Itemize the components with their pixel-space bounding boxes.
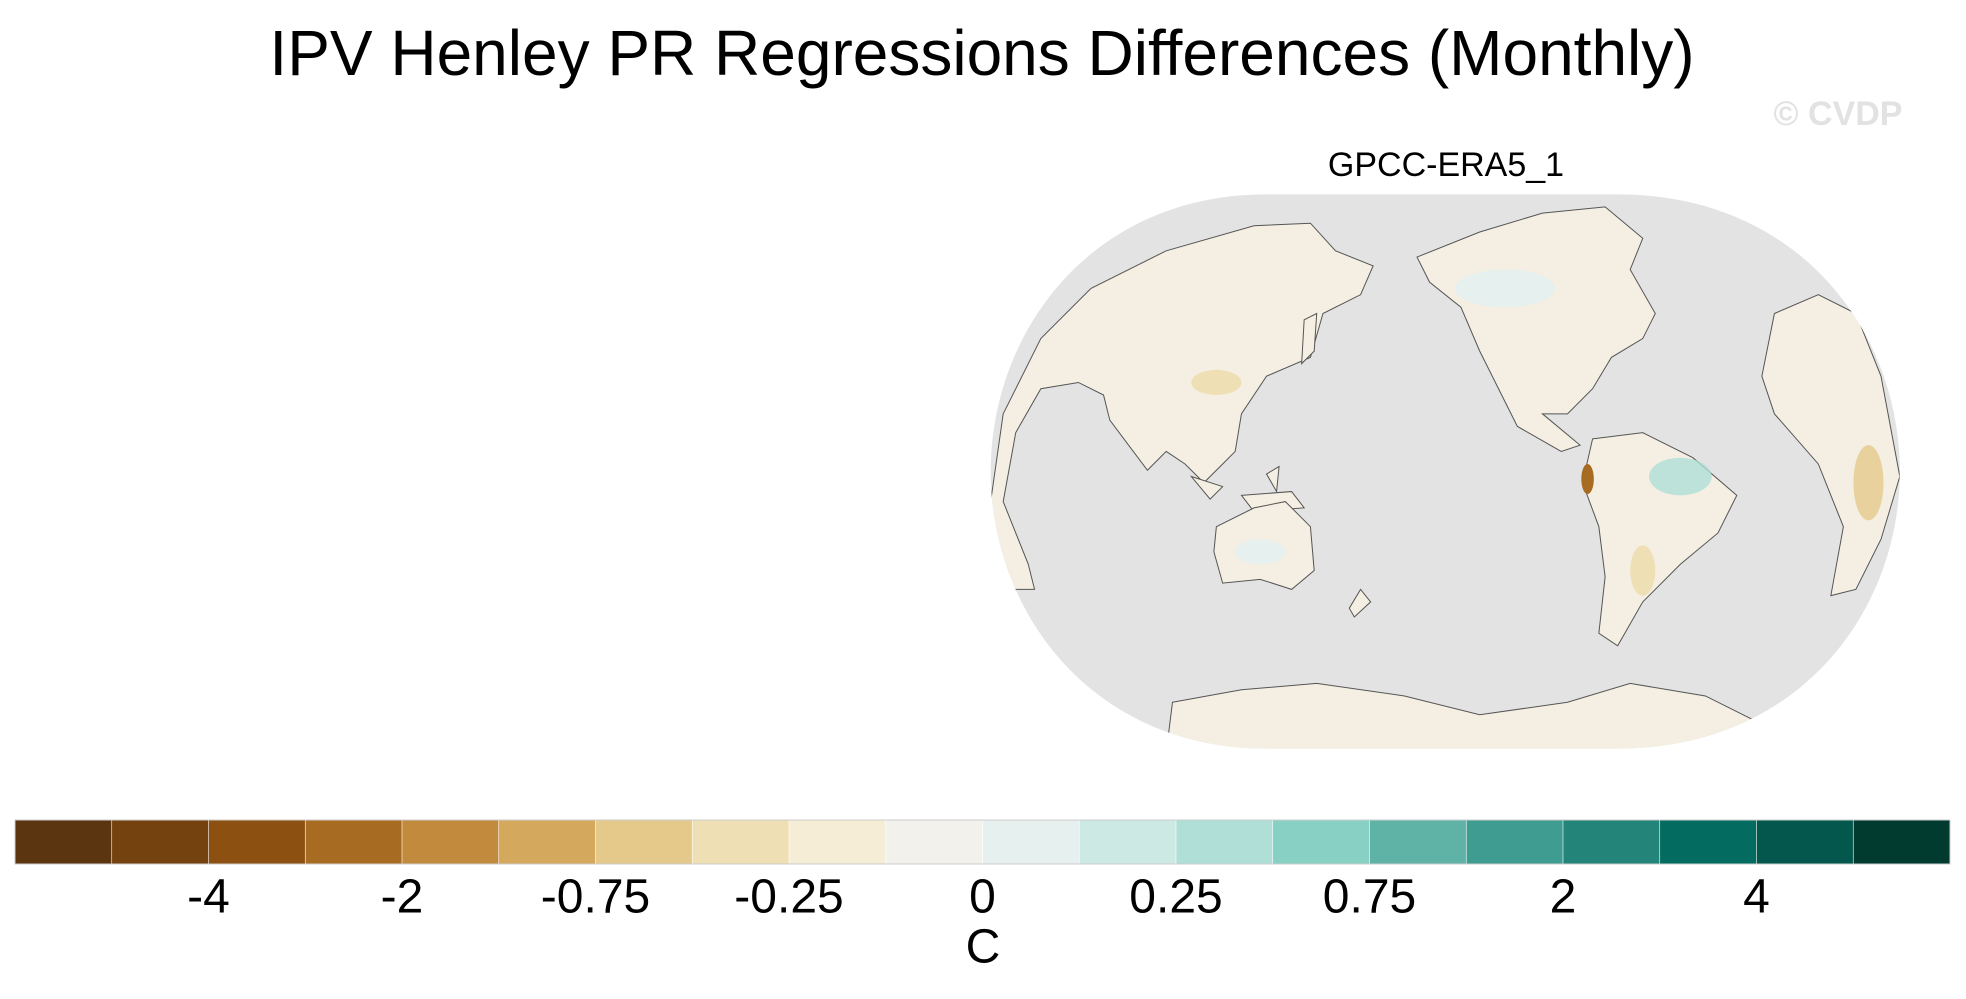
colorbar-swatch <box>1465 819 1564 865</box>
colorbar-swatch <box>498 819 597 865</box>
colorbar-swatch <box>788 819 887 865</box>
colorbar-tick-label: 4 <box>1743 871 1770 924</box>
colorbar-swatch <box>691 819 790 865</box>
colorbar-swatch <box>885 819 984 865</box>
antarctica <box>1165 682 1757 749</box>
colorbar-swatch <box>14 819 113 865</box>
colorbar-swatch <box>1659 819 1758 865</box>
colorbar-swatch <box>1175 819 1274 865</box>
colorbar-tick-label: -4 <box>187 871 230 924</box>
colorbar-label: C <box>966 921 1001 974</box>
colorbar-tick-label: -0.75 <box>541 871 650 924</box>
colorbar-tick-label: 0.25 <box>1129 871 1222 924</box>
indonesia <box>1189 465 1306 513</box>
colorbar-swatch <box>1272 819 1371 865</box>
colorbar: -4 -2 -0.75 -0.25 0 0.25 0.75 2 4 <box>14 819 1951 924</box>
new-zealand <box>1348 588 1372 618</box>
colorbar-frame <box>14 819 1951 865</box>
colorbar-swatch <box>1852 819 1951 865</box>
anomalies <box>1191 269 1884 596</box>
map <box>990 194 1900 749</box>
colorbar-swatch <box>401 819 500 865</box>
north-america <box>1416 206 1656 452</box>
colorbar-swatch <box>595 819 694 865</box>
colorbar-swatch <box>1369 819 1468 865</box>
colorbar-tick-label: 0.75 <box>1323 871 1416 924</box>
colorbar-swatch <box>304 819 403 865</box>
colorbar-swatch <box>1562 819 1661 865</box>
colorbar-swatch <box>111 819 210 865</box>
eurasia <box>990 222 1374 590</box>
watermark: © CVDP <box>1774 95 1903 133</box>
colorbar-swatch <box>208 819 307 865</box>
colorbar-tick-label: -2 <box>381 871 424 924</box>
colorbar-swatch <box>982 819 1081 865</box>
figure-title: IPV Henley PR Regressions Differences (M… <box>269 17 1694 89</box>
colorbar-swatch <box>1078 819 1177 865</box>
japan <box>1301 312 1318 365</box>
colorbar-tick-label: 2 <box>1550 871 1577 924</box>
colorbar-swatch <box>1756 819 1855 865</box>
colorbar-tick-label: -0.25 <box>734 871 843 924</box>
colorbar-tick-label: 0 <box>969 871 996 924</box>
panel-title: GPCC-ERA5_1 <box>1328 146 1564 184</box>
